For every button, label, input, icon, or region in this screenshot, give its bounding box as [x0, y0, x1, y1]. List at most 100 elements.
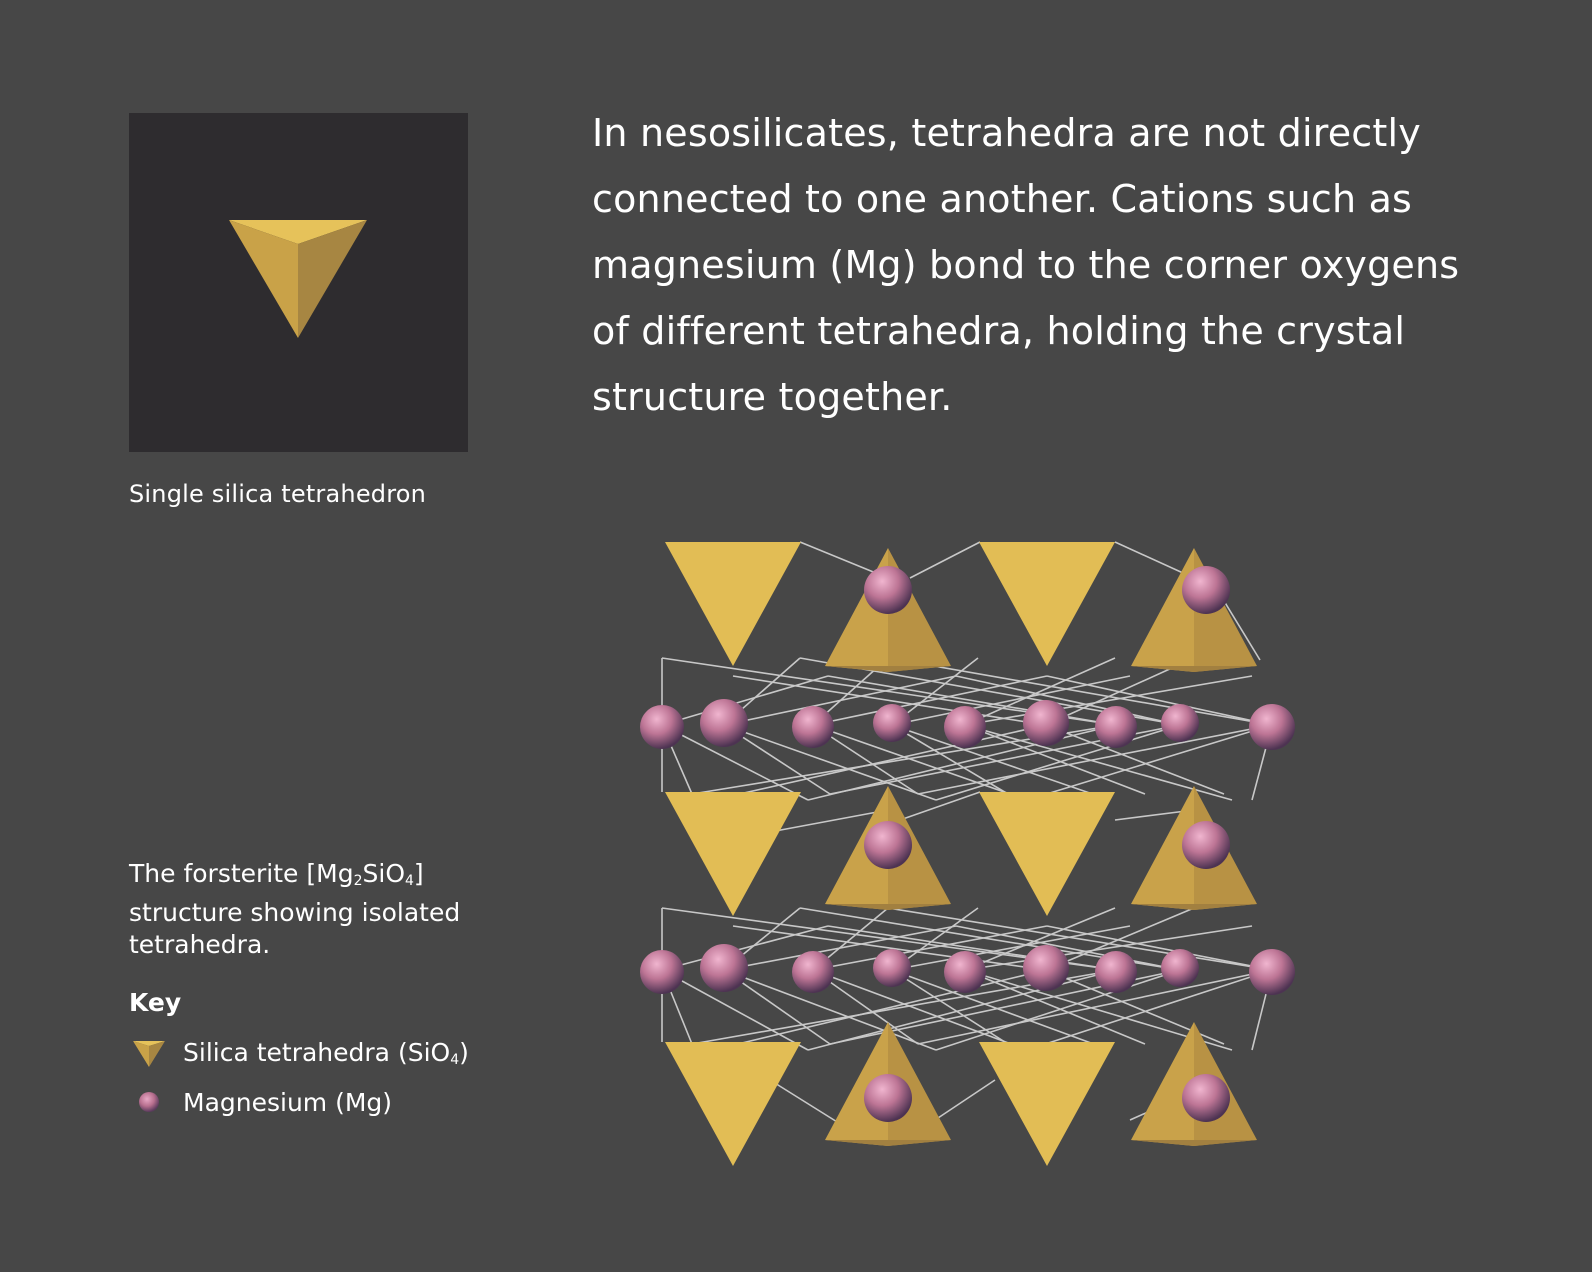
magnesium-atom	[1182, 1074, 1230, 1122]
silica-tetrahedron-up-left	[1131, 786, 1194, 910]
tetrahedron-left-face	[229, 220, 298, 338]
bond-line	[964, 675, 1253, 726]
key-mg-label-prefix: Magnesium (Mg)	[183, 1087, 393, 1117]
bond-line	[812, 724, 1028, 801]
bond-line	[891, 724, 1009, 795]
bond-line	[807, 969, 1117, 1051]
magnesium-atom	[944, 706, 986, 748]
structure-caption-suffix: ] structure showing isolated tetrahedra.	[129, 859, 461, 959]
bond-line	[891, 925, 1131, 971]
forsterite-lattice-diagram	[640, 541, 1295, 1166]
structure-caption-mid: SiO	[362, 859, 406, 888]
bond-line	[935, 724, 1181, 801]
key-item-magnesium-label: Magnesium (Mg)	[183, 1088, 392, 1117]
bond-line	[917, 969, 1273, 1045]
magnesium-atom	[864, 1074, 912, 1122]
magnesium-atom	[1249, 949, 1295, 995]
silica-tetrahedron-down	[665, 792, 801, 916]
bond-line	[891, 724, 1111, 801]
silica-tetrahedron-up-left	[825, 786, 888, 910]
bond-line	[712, 724, 1047, 801]
bond-line	[955, 925, 1181, 971]
structure-caption-sub2: 4	[405, 873, 414, 889]
magnesium-group	[640, 566, 1295, 1122]
bond-line	[909, 541, 981, 579]
magnesium-atom	[1182, 566, 1230, 614]
bond-line	[964, 907, 1116, 971]
bond-line	[732, 675, 1047, 726]
magnesium-atom	[944, 951, 986, 993]
tetrahedron-right-face	[298, 220, 367, 338]
bond-line	[887, 657, 1273, 726]
bond-line	[964, 657, 1116, 726]
single-tetrahedron-illustration	[229, 220, 367, 338]
key-silica-label-suffix: )	[459, 1038, 469, 1067]
bond-line	[723, 724, 937, 801]
silica-tetrahedron-up-base	[1131, 666, 1257, 672]
silica-tetrahedron-down	[979, 792, 1115, 916]
magnesium-atom	[1161, 949, 1199, 987]
bond-line	[812, 675, 1048, 726]
magnesium-atom	[873, 949, 911, 987]
bond-line	[964, 724, 1233, 801]
bond-line	[661, 969, 809, 1051]
silica-tetrahedron-up-base	[825, 666, 951, 672]
bond-line	[891, 969, 1111, 1051]
magnesium-atom	[864, 821, 912, 869]
magnesium-atom	[1161, 704, 1199, 742]
single-tetrahedron-panel	[129, 113, 468, 452]
magnesium-atom	[1249, 704, 1295, 750]
magnesium-atom	[864, 566, 912, 614]
single-tetrahedron-caption: Single silica tetrahedron	[129, 480, 427, 508]
tetrahedron-top-face	[229, 220, 367, 244]
key-title: Key	[129, 988, 182, 1017]
magnesium-atom	[792, 706, 834, 748]
bond-line	[723, 969, 937, 1051]
key-item-silica-label: Silica tetrahedra (SiO4)	[183, 1038, 469, 1068]
structure-caption: The forsterite [Mg2SiO4] structure showi…	[129, 858, 469, 961]
magnesium-atom	[1023, 945, 1069, 991]
key-silica-label-prefix: Silica tetrahedra (SiO	[183, 1038, 451, 1067]
silica-tetrahedron-up-left	[1131, 1022, 1194, 1146]
bond-line	[891, 969, 1009, 1045]
silica-tetrahedron-up-right	[888, 786, 951, 910]
bond-line	[1046, 675, 1273, 726]
structure-caption-sub1: 2	[353, 873, 363, 889]
bond-line	[935, 969, 1181, 1051]
silica-tetrahedron-up-base	[1131, 1140, 1257, 1146]
silica-tetrahedron-down	[979, 1042, 1115, 1166]
bond-line	[964, 925, 1253, 971]
bond-line	[661, 675, 829, 726]
silica-tetrahedron-down	[979, 542, 1115, 666]
bond-line	[661, 925, 829, 971]
bond-line	[1045, 907, 1195, 971]
bond-line	[1114, 541, 1195, 579]
magnesium-atom	[640, 950, 684, 994]
structure-caption-prefix: The forsterite [Mg	[129, 859, 354, 888]
bond-line	[732, 925, 1047, 971]
silica-tetrahedron-down	[665, 1042, 801, 1166]
bond-line	[812, 969, 1028, 1051]
key-item-magnesium: Magnesium (Mg)	[129, 1082, 392, 1122]
tetrahedra-group	[665, 542, 1257, 1166]
bond-line	[891, 675, 1131, 726]
key-silica-label-sub: 4	[450, 1052, 460, 1068]
bond-line	[1026, 724, 1273, 801]
magnesium-atom	[640, 705, 684, 749]
bond-line	[1026, 969, 1273, 1051]
bond-line	[899, 791, 981, 821]
magnesium-atom	[1182, 821, 1230, 869]
magnesium-atom	[700, 944, 748, 992]
magnesium-atom	[1095, 951, 1137, 993]
bond-line	[917, 724, 1273, 795]
bond-line	[1046, 925, 1273, 971]
silica-tetrahedron-up-base	[825, 1140, 951, 1146]
bond-line	[769, 809, 889, 833]
tetrahedron-icon	[129, 1033, 169, 1073]
silica-tetrahedron-down	[665, 542, 801, 666]
key-item-silica: Silica tetrahedra (SiO4)	[129, 1033, 469, 1073]
silica-tetrahedron-up-left	[1131, 548, 1194, 672]
silica-tetrahedron-up-base	[825, 904, 951, 910]
magnesium-sphere-icon	[129, 1082, 169, 1122]
